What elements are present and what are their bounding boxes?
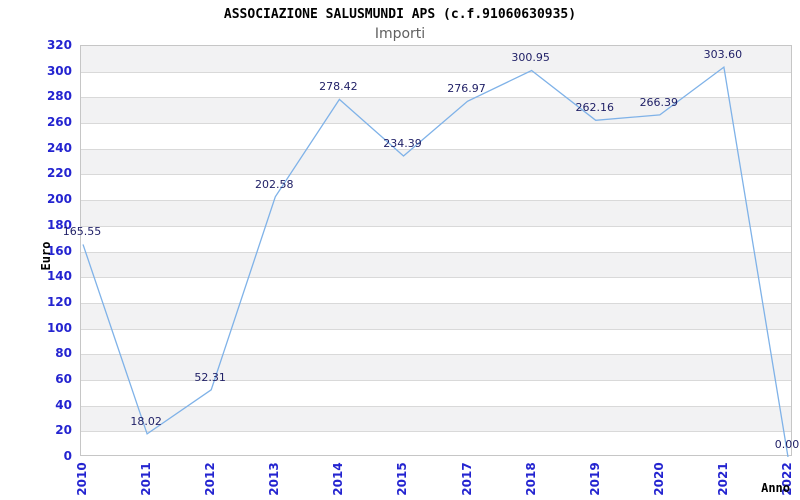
y-tick-label: 40 — [55, 397, 72, 412]
gridline — [81, 431, 791, 433]
y-tick-label: 100 — [46, 320, 72, 335]
y-tick-label: 220 — [46, 166, 72, 181]
data-point-label: 266.39 — [639, 95, 679, 109]
x-tick-label: 2010 — [75, 462, 89, 496]
x-tick-label: 2017 — [459, 462, 474, 496]
y-tick-label: 0 — [63, 449, 72, 463]
grid-band — [81, 251, 791, 278]
y-tick-label: 320 — [46, 38, 72, 52]
gridline — [81, 174, 791, 176]
x-tick-label: 2020 — [651, 462, 666, 496]
gridline — [81, 200, 791, 202]
y-tick-label: 300 — [46, 63, 72, 78]
grid-band — [81, 46, 791, 72]
grid-band — [81, 148, 791, 175]
gridline — [81, 71, 791, 73]
y-tick-label: 60 — [55, 371, 72, 386]
y-tick-label: 160 — [46, 243, 72, 258]
gridline — [81, 354, 791, 356]
gridline — [81, 148, 791, 150]
x-tick-label: 2021 — [715, 462, 730, 496]
gridline — [81, 251, 791, 253]
y-tick-label: 80 — [55, 346, 72, 361]
y-tick-label: 20 — [55, 423, 72, 438]
data-point-label: 278.42 — [319, 80, 358, 94]
x-axis-title: Anno — [761, 481, 790, 495]
x-tick-label: 2019 — [587, 462, 602, 496]
x-tick-label: 2011 — [139, 462, 154, 496]
y-tick-label: 180 — [46, 217, 72, 232]
x-tick-label: 2012 — [203, 462, 218, 496]
plot-area — [80, 45, 792, 457]
data-point-label: 303.60 — [703, 48, 743, 62]
data-point-label: 202.58 — [255, 177, 294, 191]
data-point-label: 262.16 — [575, 101, 614, 115]
x-tick-label: 2018 — [523, 462, 538, 496]
data-point-label: 234.39 — [383, 136, 422, 150]
gridline — [81, 97, 791, 99]
y-tick-label: 120 — [46, 294, 72, 309]
y-tick-label: 280 — [46, 89, 72, 104]
x-tick-label: 2014 — [331, 462, 346, 496]
grid-band — [81, 354, 791, 380]
gridline — [81, 277, 791, 279]
gridline — [81, 405, 791, 407]
chart-title: ASSOCIAZIONE SALUSMUNDI APS (c.f.9106063… — [223, 7, 577, 22]
grid-band — [81, 405, 791, 432]
chart-subtitle: Importi — [374, 26, 426, 42]
data-point-label: 0.00 — [774, 438, 800, 451]
gridline — [81, 225, 791, 227]
grid-band — [81, 97, 791, 124]
grid-band — [81, 302, 791, 329]
data-point-label: 18.02 — [130, 414, 162, 428]
gridline — [81, 379, 791, 381]
y-axis-title: Euro — [39, 241, 53, 271]
y-tick-label: 240 — [46, 140, 72, 155]
grid-band — [81, 200, 791, 226]
series-line — [82, 65, 789, 457]
data-point-label: 165.55 — [62, 225, 102, 239]
x-tick-label: 2013 — [267, 462, 282, 496]
gridline — [81, 328, 791, 330]
y-tick-label: 200 — [46, 192, 72, 207]
data-point-label: 52.31 — [194, 370, 226, 384]
data-point-label: 276.97 — [447, 82, 486, 96]
x-tick-label: 2015 — [395, 462, 410, 496]
gridline — [81, 302, 791, 304]
y-tick-label: 140 — [46, 269, 72, 284]
data-point-label: 300.95 — [511, 51, 550, 65]
y-tick-label: 260 — [46, 115, 72, 130]
gridline — [81, 123, 791, 125]
